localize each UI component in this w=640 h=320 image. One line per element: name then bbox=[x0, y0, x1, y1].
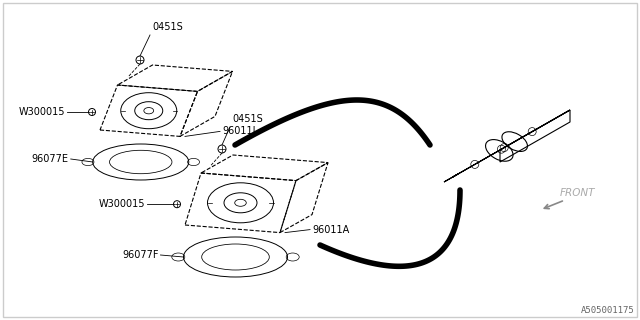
Text: A505001175: A505001175 bbox=[581, 306, 635, 315]
Text: W300015: W300015 bbox=[99, 199, 145, 209]
Text: 96011A: 96011A bbox=[312, 225, 349, 235]
Text: 0451S: 0451S bbox=[152, 22, 183, 32]
Text: W300015: W300015 bbox=[19, 107, 65, 117]
Text: 0451S: 0451S bbox=[232, 114, 263, 124]
Text: FRONT: FRONT bbox=[560, 188, 595, 198]
Text: 96077F: 96077F bbox=[122, 250, 159, 260]
Text: 96011I: 96011I bbox=[222, 126, 255, 136]
Text: 96077E: 96077E bbox=[32, 154, 68, 164]
